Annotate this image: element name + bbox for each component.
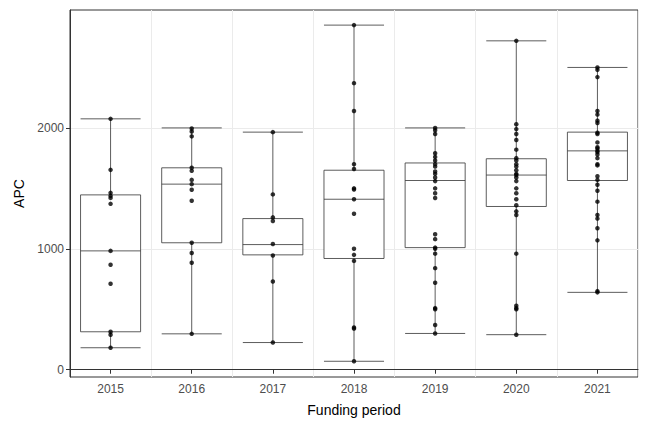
svg-text:2018: 2018 [341, 382, 368, 396]
svg-text:2020: 2020 [503, 382, 530, 396]
svg-text:APC: APC [11, 179, 27, 208]
svg-text:2017: 2017 [260, 382, 287, 396]
svg-text:2021: 2021 [584, 382, 611, 396]
svg-text:Funding period: Funding period [307, 402, 400, 418]
svg-text:0: 0 [57, 363, 64, 377]
svg-text:1000: 1000 [37, 242, 64, 256]
svg-text:2015: 2015 [97, 382, 124, 396]
svg-text:2000: 2000 [37, 121, 64, 135]
svg-text:2016: 2016 [178, 382, 205, 396]
svg-text:2019: 2019 [422, 382, 449, 396]
